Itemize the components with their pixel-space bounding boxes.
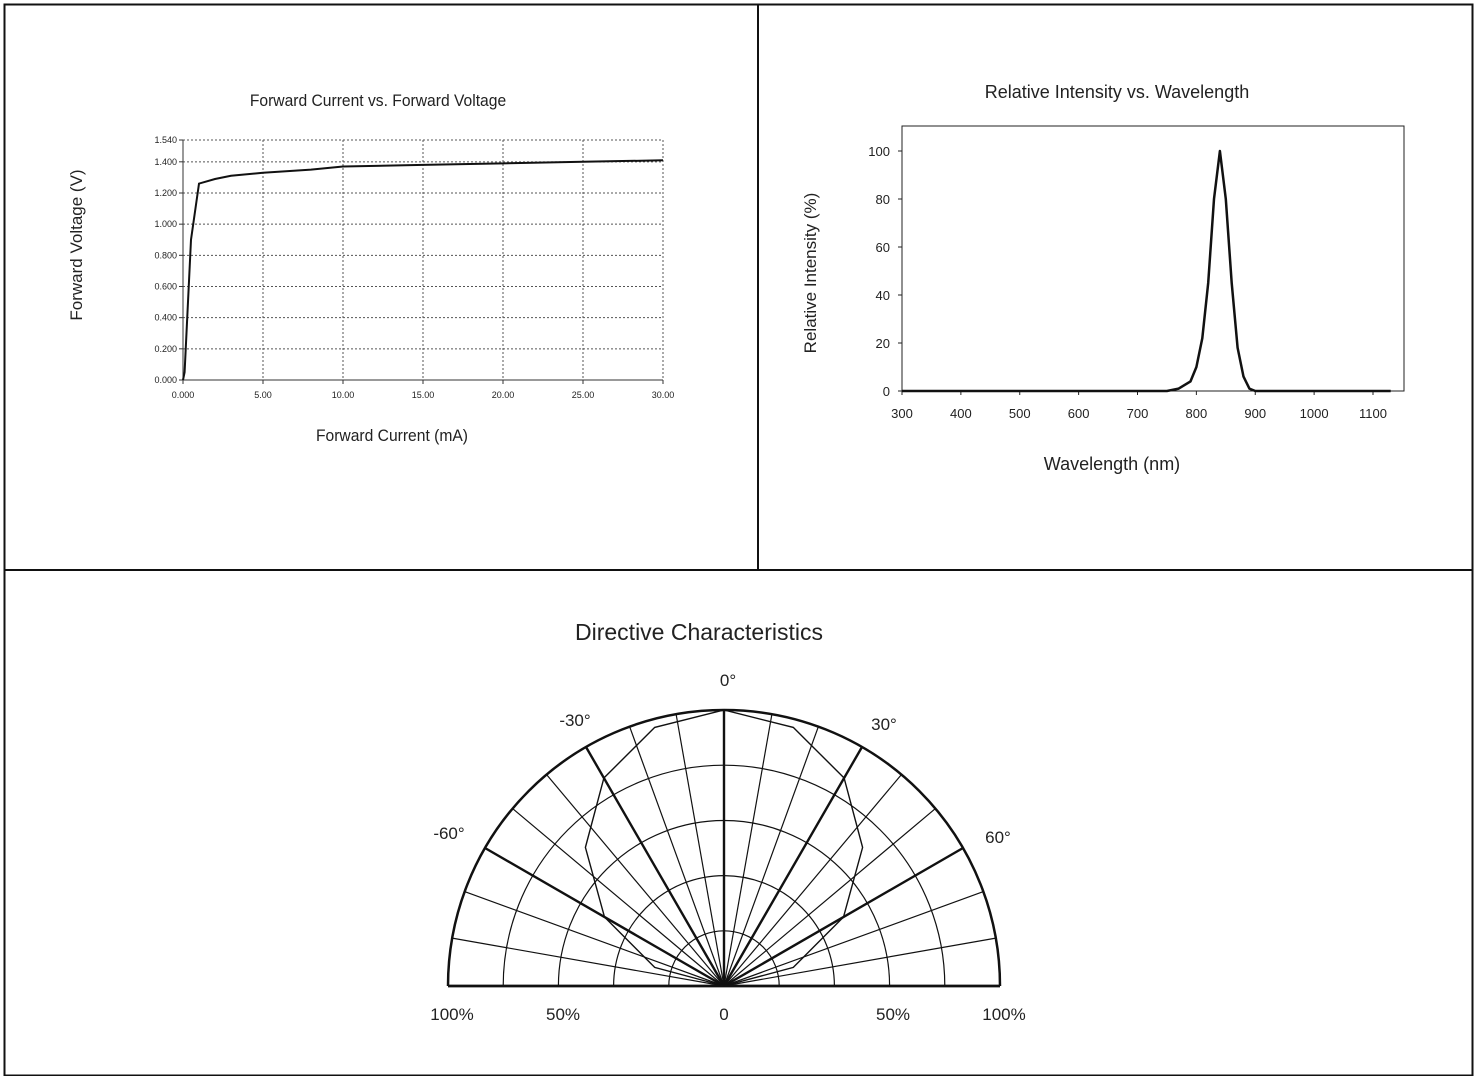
chart3-angle-spoke [723, 937, 996, 987]
chart2-y-tick-label: 20 [876, 336, 890, 351]
chart1-x-axis-label: Forward Current (mA) [316, 426, 468, 445]
chart3-radial-label: 50% [546, 1005, 580, 1024]
chart1-x-tick-label: 30.00 [652, 390, 675, 400]
chart1-y-tick-label: 1.000 [154, 219, 177, 229]
chart3-angle-label: 0° [720, 671, 736, 690]
chart3-angle-spoke [722, 746, 864, 987]
chart3-angle-spoke [723, 714, 773, 987]
chart1-x-tick-label: 0.000 [172, 390, 195, 400]
chart2-x-tick-label: 1000 [1300, 406, 1329, 421]
chart3-angle-label: 60° [985, 828, 1011, 847]
chart2-x-tick-label: 400 [950, 406, 972, 421]
chart2-x-tick-label: 600 [1068, 406, 1090, 421]
chart3-angle-spoke [723, 891, 984, 987]
chart2-x-tick-label: 500 [1009, 406, 1031, 421]
chart2-plot-frame [901, 125, 1405, 392]
chart3-angle-spoke [675, 714, 725, 987]
chart3-title: Directive Characteristics [575, 619, 823, 645]
chart2-x-axis-label: Wavelength (nm) [1044, 454, 1180, 474]
chart1-y-tick-label: 0.400 [154, 313, 177, 323]
chart3-angle-spoke [452, 937, 725, 987]
chart2-x-tick-label: 700 [1127, 406, 1149, 421]
chart2-x-tick-label: 800 [1186, 406, 1208, 421]
chart3-radial-label: 50% [876, 1005, 910, 1024]
chart2-title: Relative Intensity vs. Wavelength [985, 82, 1249, 102]
chart1-series-line [182, 159, 664, 381]
chart3-angle-spoke [512, 808, 725, 987]
chart3-radial-label: 100% [982, 1005, 1025, 1024]
chart3-radial-label: 100% [430, 1005, 473, 1024]
chart3-angle-spoke [723, 726, 819, 987]
chart3-radial-label: 0 [719, 1005, 728, 1024]
chart1-y-tick-label: 0.000 [154, 375, 177, 385]
chart2-y-tick-label: 60 [876, 240, 890, 255]
chart3-angle-spoke [464, 891, 725, 987]
chart1-x-tick-label: 25.00 [572, 390, 595, 400]
chart2-y-tick-label: 80 [876, 192, 890, 207]
chart2-x-tick-label: 300 [891, 406, 913, 421]
chart1-y-tick-label: 0.800 [154, 250, 177, 260]
chart2-x-tick-label: 900 [1244, 406, 1266, 421]
chart2-y-tick-label: 40 [876, 288, 890, 303]
chart1-y-tick-label: 1.200 [154, 188, 177, 198]
chart1-y-tick-label: 1.400 [154, 157, 177, 167]
chart1-y-tick-label: 1.540 [154, 135, 177, 145]
chart2-series-line [902, 149, 1391, 393]
chart2-y-tick-label: 100 [868, 144, 890, 159]
chart3-pattern-curve [584, 709, 864, 987]
chart2-y-tick-label: 0 [883, 384, 890, 399]
chart3-angle-label: 30° [871, 715, 897, 734]
directive-characteristics-chart: Directive Characteristics 0° 30° 60° -30° -6… [430, 619, 1025, 1024]
chart1-x-tick-label: 15.00 [412, 390, 435, 400]
chart1-x-tick-label: 10.00 [332, 390, 355, 400]
relative-intensity-chart: Relative Intensity vs. Wavelength Relati… [801, 82, 1405, 474]
chart2-y-axis-label: Relative Intensity (%) [801, 193, 820, 354]
chart1-y-tick-label: 0.600 [154, 281, 177, 291]
chart3-angle-spoke [723, 808, 936, 987]
forward-voltage-chart: Forward Current vs. Forward Voltage Forw… [67, 91, 674, 445]
chart3-angle-spoke [584, 746, 726, 987]
chart1-x-tick-label: 20.00 [492, 390, 515, 400]
chart3-angle-spoke [723, 774, 902, 987]
chart1-title: Forward Current vs. Forward Voltage [250, 91, 506, 110]
chart3-angle-spoke [546, 774, 725, 987]
chart1-y-tick-label: 0.200 [154, 344, 177, 354]
chart3-angle-label: -60° [433, 824, 464, 843]
chart1-x-tick-label: 5.00 [254, 390, 272, 400]
chart3-angle-label: -30° [559, 711, 590, 730]
chart1-y-axis-label: Forward Voltage (V) [67, 169, 86, 320]
chart2-x-tick-label: 1100 [1359, 406, 1387, 421]
chart3-angle-spoke [629, 726, 725, 987]
